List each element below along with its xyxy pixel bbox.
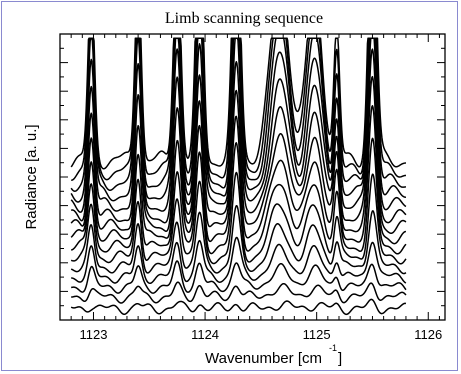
axis-ticks (59, 34, 445, 320)
spectrum-line (70, 137, 407, 255)
x-axis-label-superscript: -1 (329, 343, 337, 353)
plot-area (59, 33, 446, 321)
spectrum-line (70, 105, 407, 245)
spectrum-line (70, 205, 407, 275)
spectrum-line (70, 298, 407, 316)
x-axis-label-suffix: ] (338, 350, 342, 367)
spectrum-line (70, 75, 407, 234)
x-axis-label-text: Wavenumber [cm (205, 350, 322, 367)
chart-title: Limb scanning sequence (165, 10, 323, 27)
x-tick-labels: 1123 1124 1125 1126 (79, 327, 442, 342)
spectrum-line (70, 236, 407, 285)
x-tick-label: 1125 (303, 327, 331, 342)
x-tick-label: 1124 (191, 327, 219, 342)
spectra-traces (70, 37, 407, 316)
spectrum-line (70, 37, 407, 170)
spectrum-line (70, 171, 407, 265)
x-tick-label: 1123 (79, 327, 107, 342)
spectrum-line (70, 48, 407, 224)
spectrum-line (70, 37, 407, 213)
spectrum-line (70, 260, 407, 294)
x-axis-label: Wavenumber [cm -1 ] (205, 343, 342, 367)
spectrum-line (70, 281, 407, 304)
x-tick-label: 1126 (414, 327, 442, 342)
y-axis-label: Radiance [a. u.] (23, 124, 40, 229)
